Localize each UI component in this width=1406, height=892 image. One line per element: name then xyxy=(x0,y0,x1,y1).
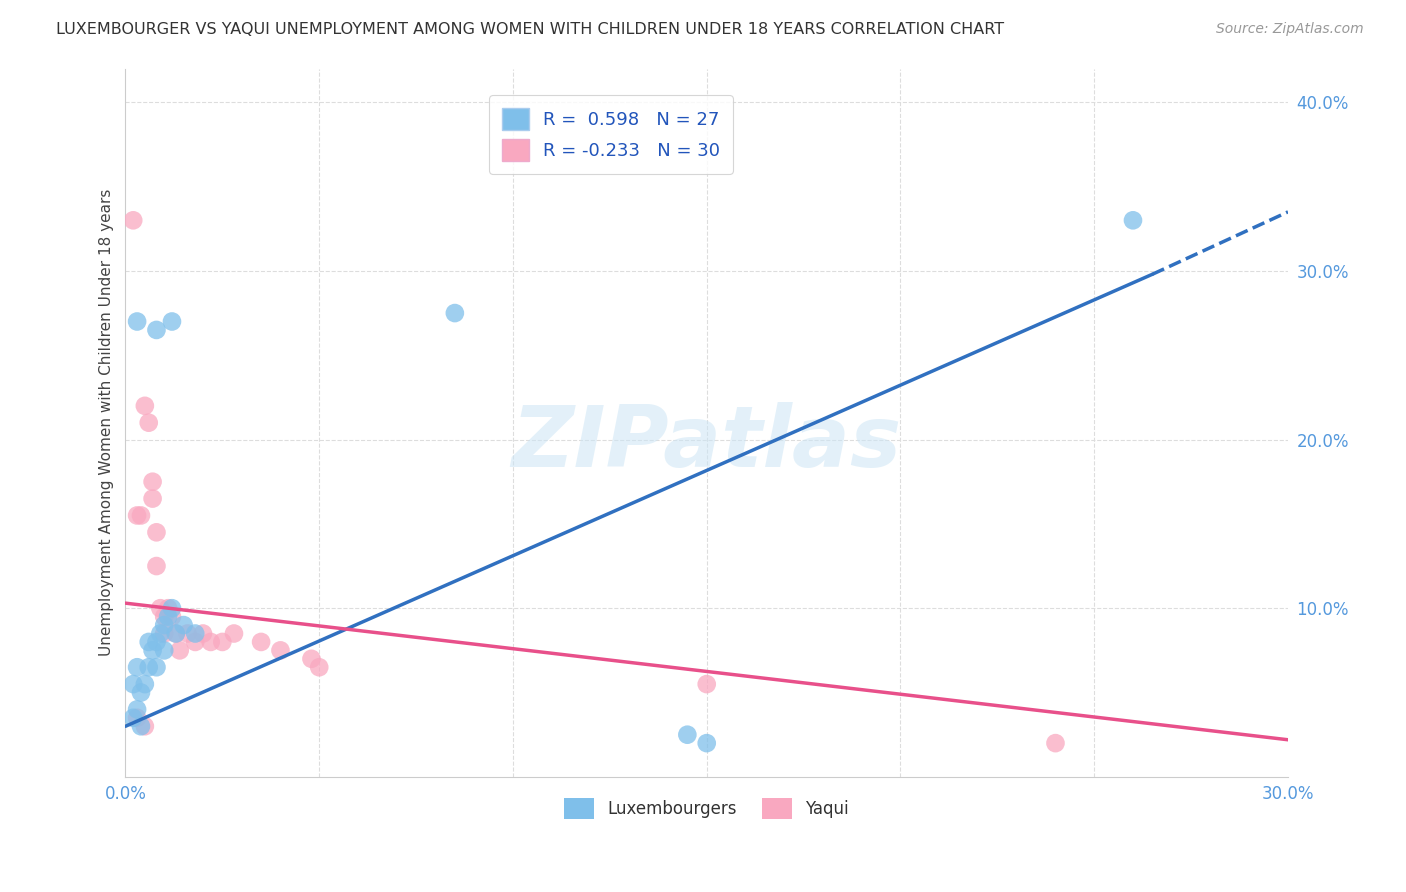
Point xyxy=(145,323,167,337)
Point xyxy=(127,508,149,523)
Point xyxy=(696,736,718,750)
Point xyxy=(153,618,176,632)
Point xyxy=(145,559,167,574)
Point xyxy=(129,685,152,699)
Point xyxy=(145,525,167,540)
Point xyxy=(301,652,323,666)
Point xyxy=(222,626,245,640)
Point xyxy=(169,643,191,657)
Point xyxy=(250,635,273,649)
Point xyxy=(122,711,145,725)
Point xyxy=(1122,213,1144,227)
Point xyxy=(184,626,207,640)
Point xyxy=(165,626,187,640)
Point xyxy=(142,491,165,506)
Point xyxy=(127,702,149,716)
Point xyxy=(153,643,176,657)
Point xyxy=(127,711,149,725)
Point xyxy=(134,677,156,691)
Point xyxy=(134,399,156,413)
Point xyxy=(122,213,145,227)
Point xyxy=(173,618,195,632)
Point xyxy=(138,416,160,430)
Point xyxy=(138,635,160,649)
Point xyxy=(269,643,291,657)
Point xyxy=(149,626,172,640)
Point xyxy=(191,626,214,640)
Legend: Luxembourgers, Yaqui: Luxembourgers, Yaqui xyxy=(558,791,856,825)
Point xyxy=(1045,736,1067,750)
Point xyxy=(142,643,165,657)
Point xyxy=(153,609,176,624)
Point xyxy=(138,660,160,674)
Point xyxy=(696,677,718,691)
Point xyxy=(157,609,180,624)
Point xyxy=(122,677,145,691)
Point xyxy=(127,660,149,674)
Point xyxy=(127,314,149,328)
Point xyxy=(153,626,176,640)
Point xyxy=(134,719,156,733)
Point xyxy=(211,635,233,649)
Point xyxy=(444,306,467,320)
Point xyxy=(149,601,172,615)
Point xyxy=(165,626,187,640)
Y-axis label: Unemployment Among Women with Children Under 18 years: Unemployment Among Women with Children U… xyxy=(100,189,114,657)
Point xyxy=(160,314,183,328)
Point xyxy=(157,601,180,615)
Point xyxy=(200,635,222,649)
Point xyxy=(142,475,165,489)
Text: ZIPatlas: ZIPatlas xyxy=(512,402,901,485)
Point xyxy=(676,728,699,742)
Point xyxy=(145,635,167,649)
Point xyxy=(308,660,330,674)
Text: LUXEMBOURGER VS YAQUI UNEMPLOYMENT AMONG WOMEN WITH CHILDREN UNDER 18 YEARS CORR: LUXEMBOURGER VS YAQUI UNEMPLOYMENT AMONG… xyxy=(56,22,1004,37)
Point xyxy=(129,508,152,523)
Text: Source: ZipAtlas.com: Source: ZipAtlas.com xyxy=(1216,22,1364,37)
Point xyxy=(184,635,207,649)
Point xyxy=(129,719,152,733)
Point xyxy=(160,601,183,615)
Point xyxy=(145,660,167,674)
Point xyxy=(160,609,183,624)
Point xyxy=(176,626,198,640)
